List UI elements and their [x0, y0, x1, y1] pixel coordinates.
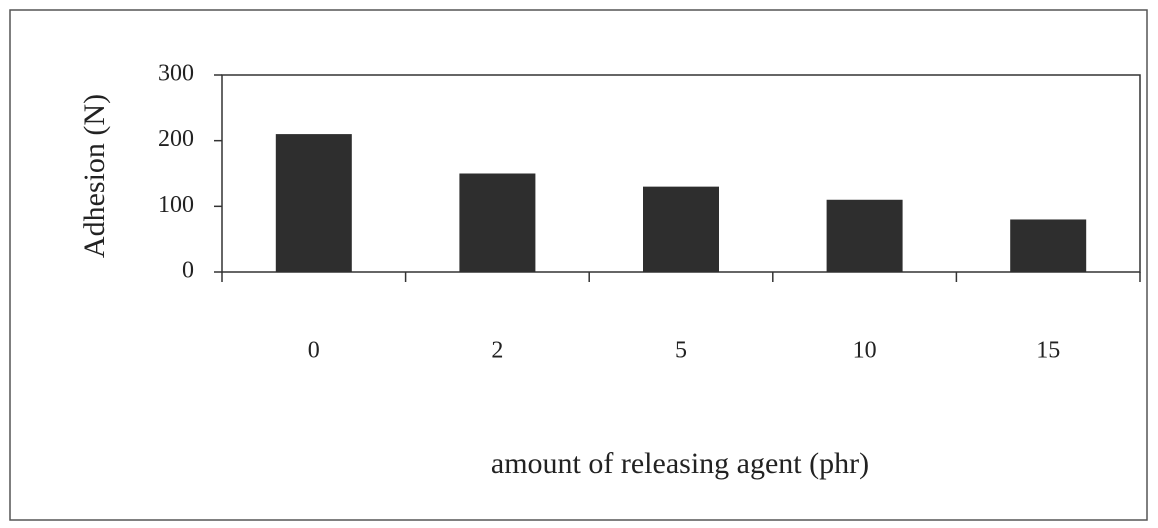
bar — [826, 199, 903, 272]
bar — [1010, 219, 1087, 272]
y-tick-label: 300 — [158, 61, 194, 87]
bar — [275, 134, 352, 272]
x-axis-title: amount of releasing agent (phr) — [491, 447, 869, 480]
y-axis-title: Adhesion (N) — [78, 94, 111, 258]
x-tick-label: 2 — [491, 338, 503, 364]
bar — [643, 186, 719, 272]
x-tick-label: 15 — [1036, 338, 1060, 364]
bar — [459, 173, 536, 272]
x-tick-label: 5 — [675, 338, 687, 364]
x-tick-label: 0 — [308, 338, 320, 364]
y-tick-label: 200 — [158, 126, 194, 152]
frame — [9, 9, 1148, 521]
x-tick-label: 10 — [853, 338, 877, 364]
y-tick-label: 0 — [182, 258, 194, 284]
y-tick-label: 100 — [158, 192, 194, 218]
